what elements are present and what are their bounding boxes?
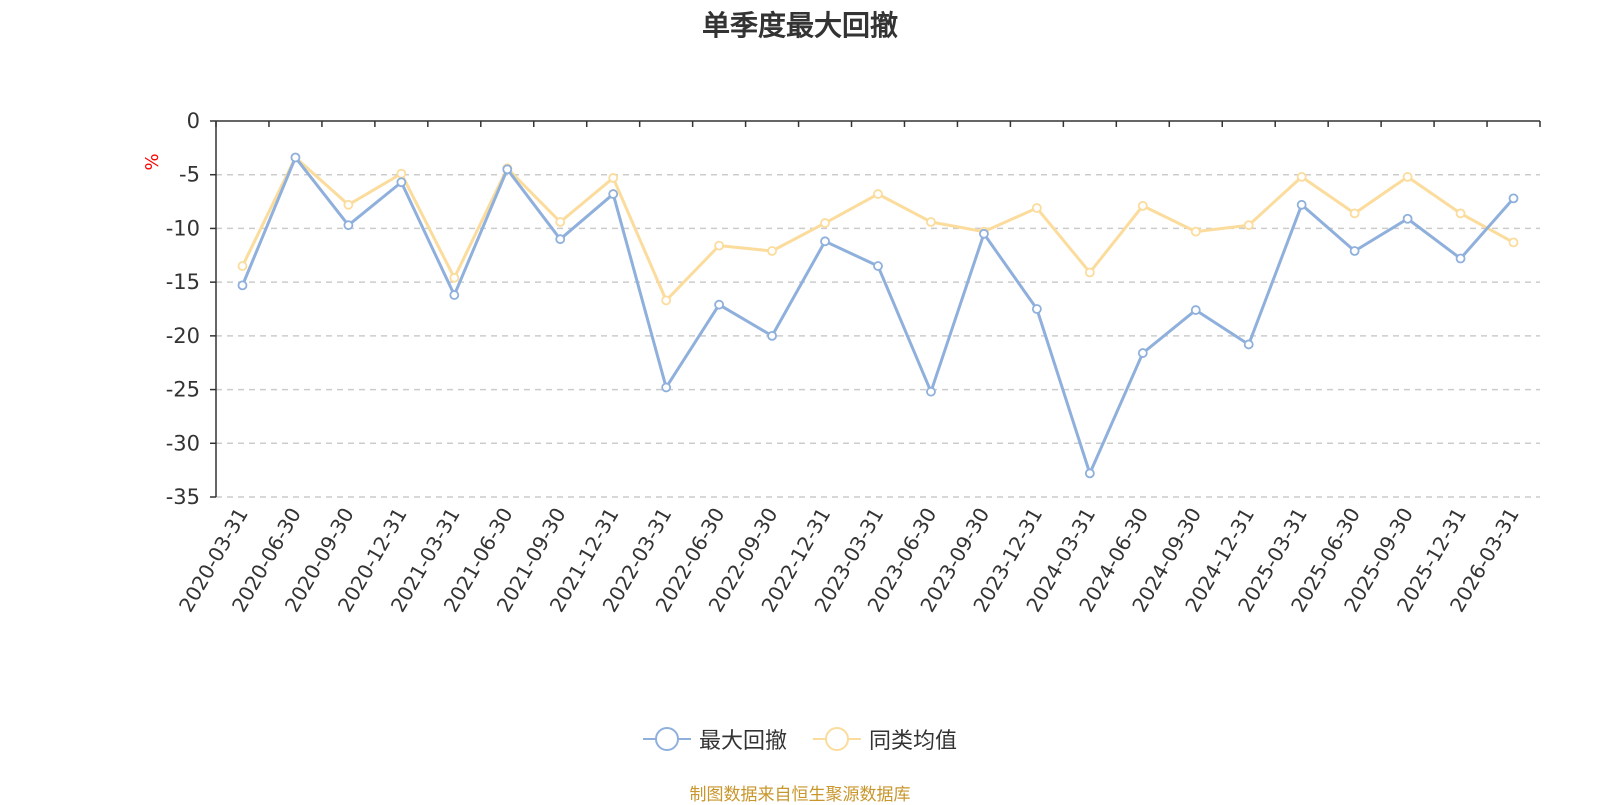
legend-marker-peer-average: [813, 727, 861, 751]
data-point-peer-average: [1455, 208, 1466, 219]
data-point-max-drawdown: [449, 290, 460, 300]
legend-marker-max-drawdown: [642, 727, 691, 751]
legend-label-peer-average: 同类均值: [869, 729, 958, 754]
data-point-max-drawdown: [1296, 199, 1307, 210]
data-point-max-drawdown: [1455, 253, 1466, 264]
y-tick-label: -35: [166, 485, 200, 509]
data-point-peer-average: [926, 217, 936, 227]
data-point-max-drawdown: [820, 236, 830, 247]
legend-item-max-drawdown[interactable]: 最大回撤: [642, 723, 787, 755]
data-point-peer-average: [1190, 226, 1201, 237]
data-point-max-drawdown: [1031, 304, 1042, 314]
data-point-peer-average: [714, 240, 725, 251]
data-point-peer-average: [396, 168, 407, 179]
data-point-peer-average: [608, 173, 619, 183]
data-point-max-drawdown: [767, 330, 777, 341]
legend-label-max-drawdown: 最大回撤: [698, 729, 787, 754]
data-point-peer-average: [820, 218, 830, 228]
data-source-note: 制图数据来自恒生聚源数据库: [689, 785, 911, 805]
data-point-max-drawdown: [1190, 305, 1201, 315]
axes: 0-5-10-15-20-25-30-352020-03-312020-06-3…: [166, 109, 1541, 616]
data-point-peer-average: [1508, 237, 1519, 248]
data-point-max-drawdown: [608, 189, 619, 199]
data-point-max-drawdown: [396, 177, 407, 188]
data-point-max-drawdown: [1243, 339, 1254, 350]
data-point-max-drawdown: [926, 386, 936, 397]
data-point-max-drawdown: [343, 220, 354, 231]
series-line-max-drawdown: [241, 156, 1515, 475]
data-point-max-drawdown: [1349, 246, 1360, 256]
chart-title: 单季度最大回撤: [701, 9, 898, 42]
data-point-peer-average: [1349, 208, 1360, 219]
data-point-max-drawdown: [873, 261, 883, 271]
data-point-max-drawdown: [661, 382, 672, 393]
y-axis-unit-label: %: [142, 153, 163, 170]
y-tick-label: -10: [166, 216, 200, 240]
legend-item-peer-average[interactable]: 同类均值: [813, 723, 957, 755]
data-point-peer-average: [449, 272, 460, 283]
data-point-max-drawdown: [1402, 213, 1413, 224]
series-layer: [237, 152, 1519, 479]
y-tick-label: -25: [166, 378, 200, 402]
data-point-peer-average: [343, 199, 354, 210]
data-point-max-drawdown: [290, 152, 301, 163]
y-tick-label: -20: [166, 324, 200, 348]
data-point-peer-average: [661, 295, 672, 306]
data-point-max-drawdown: [714, 299, 725, 310]
data-point-max-drawdown: [1137, 348, 1148, 358]
y-tick-label: -30: [166, 431, 200, 455]
legend: 最大回撤 同类均值: [0, 722, 1600, 756]
data-point-peer-average: [1296, 171, 1307, 182]
data-point-peer-average: [555, 217, 566, 227]
data-point-max-drawdown: [502, 164, 513, 175]
data-point-peer-average: [1402, 171, 1413, 182]
data-point-max-drawdown: [237, 280, 248, 291]
data-point-peer-average: [1137, 200, 1148, 211]
data-point-peer-average: [767, 246, 777, 256]
data-point-peer-average: [1031, 203, 1042, 213]
y-tick-label: 0: [187, 109, 200, 133]
data-point-max-drawdown: [1084, 468, 1095, 479]
data-point-max-drawdown: [1508, 193, 1519, 204]
data-point-peer-average: [237, 261, 248, 271]
grid-lines: [216, 173, 1540, 498]
y-tick-label: -5: [179, 163, 200, 187]
data-point-peer-average: [1243, 220, 1254, 231]
data-point-peer-average: [873, 189, 883, 199]
data-point-max-drawdown: [979, 228, 989, 239]
data-point-peer-average: [1084, 267, 1095, 278]
y-tick-label: -15: [166, 270, 200, 294]
data-point-max-drawdown: [555, 234, 566, 245]
